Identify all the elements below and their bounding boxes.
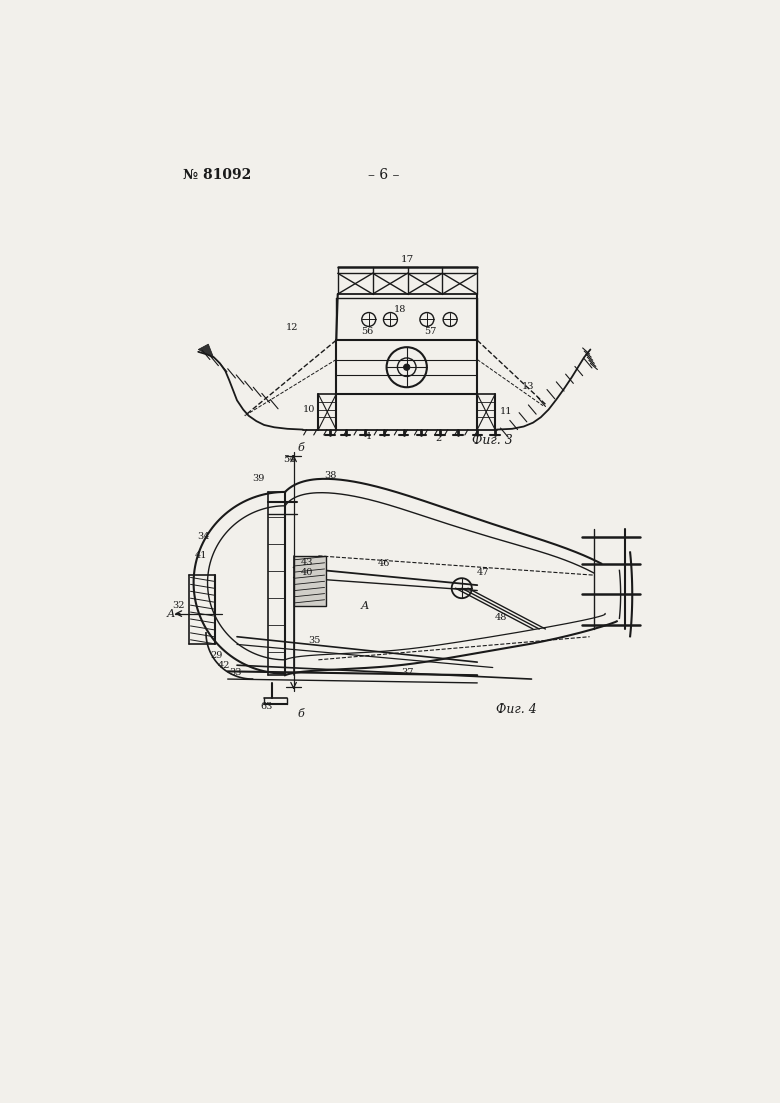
Text: 10: 10 [303, 405, 315, 414]
Text: 29: 29 [210, 652, 222, 661]
Text: 42: 42 [218, 661, 230, 670]
Text: 33: 33 [229, 668, 242, 677]
Text: 2: 2 [435, 435, 441, 443]
Text: 43: 43 [300, 557, 313, 567]
Text: Фиг. 3: Фиг. 3 [473, 433, 513, 447]
Text: А: А [360, 601, 369, 611]
Text: 18: 18 [394, 304, 406, 314]
Text: 54: 54 [283, 456, 296, 464]
Text: б: б [297, 443, 304, 453]
Text: А: А [167, 609, 176, 619]
Circle shape [403, 364, 410, 371]
Text: 35: 35 [308, 636, 321, 645]
Text: 1: 1 [366, 432, 372, 441]
Text: 39: 39 [253, 474, 265, 483]
Text: 57: 57 [424, 326, 437, 335]
Text: 41: 41 [194, 552, 207, 560]
Text: 32: 32 [172, 601, 185, 610]
Text: 63: 63 [261, 702, 273, 710]
Bar [293, 556, 326, 606]
Text: 37: 37 [401, 668, 413, 677]
Text: 17: 17 [401, 255, 414, 264]
Text: № 81092: № 81092 [183, 168, 251, 182]
Text: 38: 38 [324, 471, 336, 480]
Text: – 6 –: – 6 – [368, 168, 400, 182]
Text: 11: 11 [500, 407, 512, 416]
Text: 47: 47 [477, 568, 489, 577]
Text: 13: 13 [522, 382, 534, 390]
Text: 40: 40 [300, 568, 313, 577]
Text: 46: 46 [378, 559, 391, 568]
Text: 56: 56 [361, 326, 374, 335]
Polygon shape [198, 344, 214, 358]
Text: 48: 48 [495, 613, 507, 622]
Text: Фиг. 4: Фиг. 4 [495, 704, 537, 716]
Text: б: б [297, 709, 304, 719]
Text: 12: 12 [285, 323, 298, 332]
Text: 34: 34 [197, 532, 210, 542]
